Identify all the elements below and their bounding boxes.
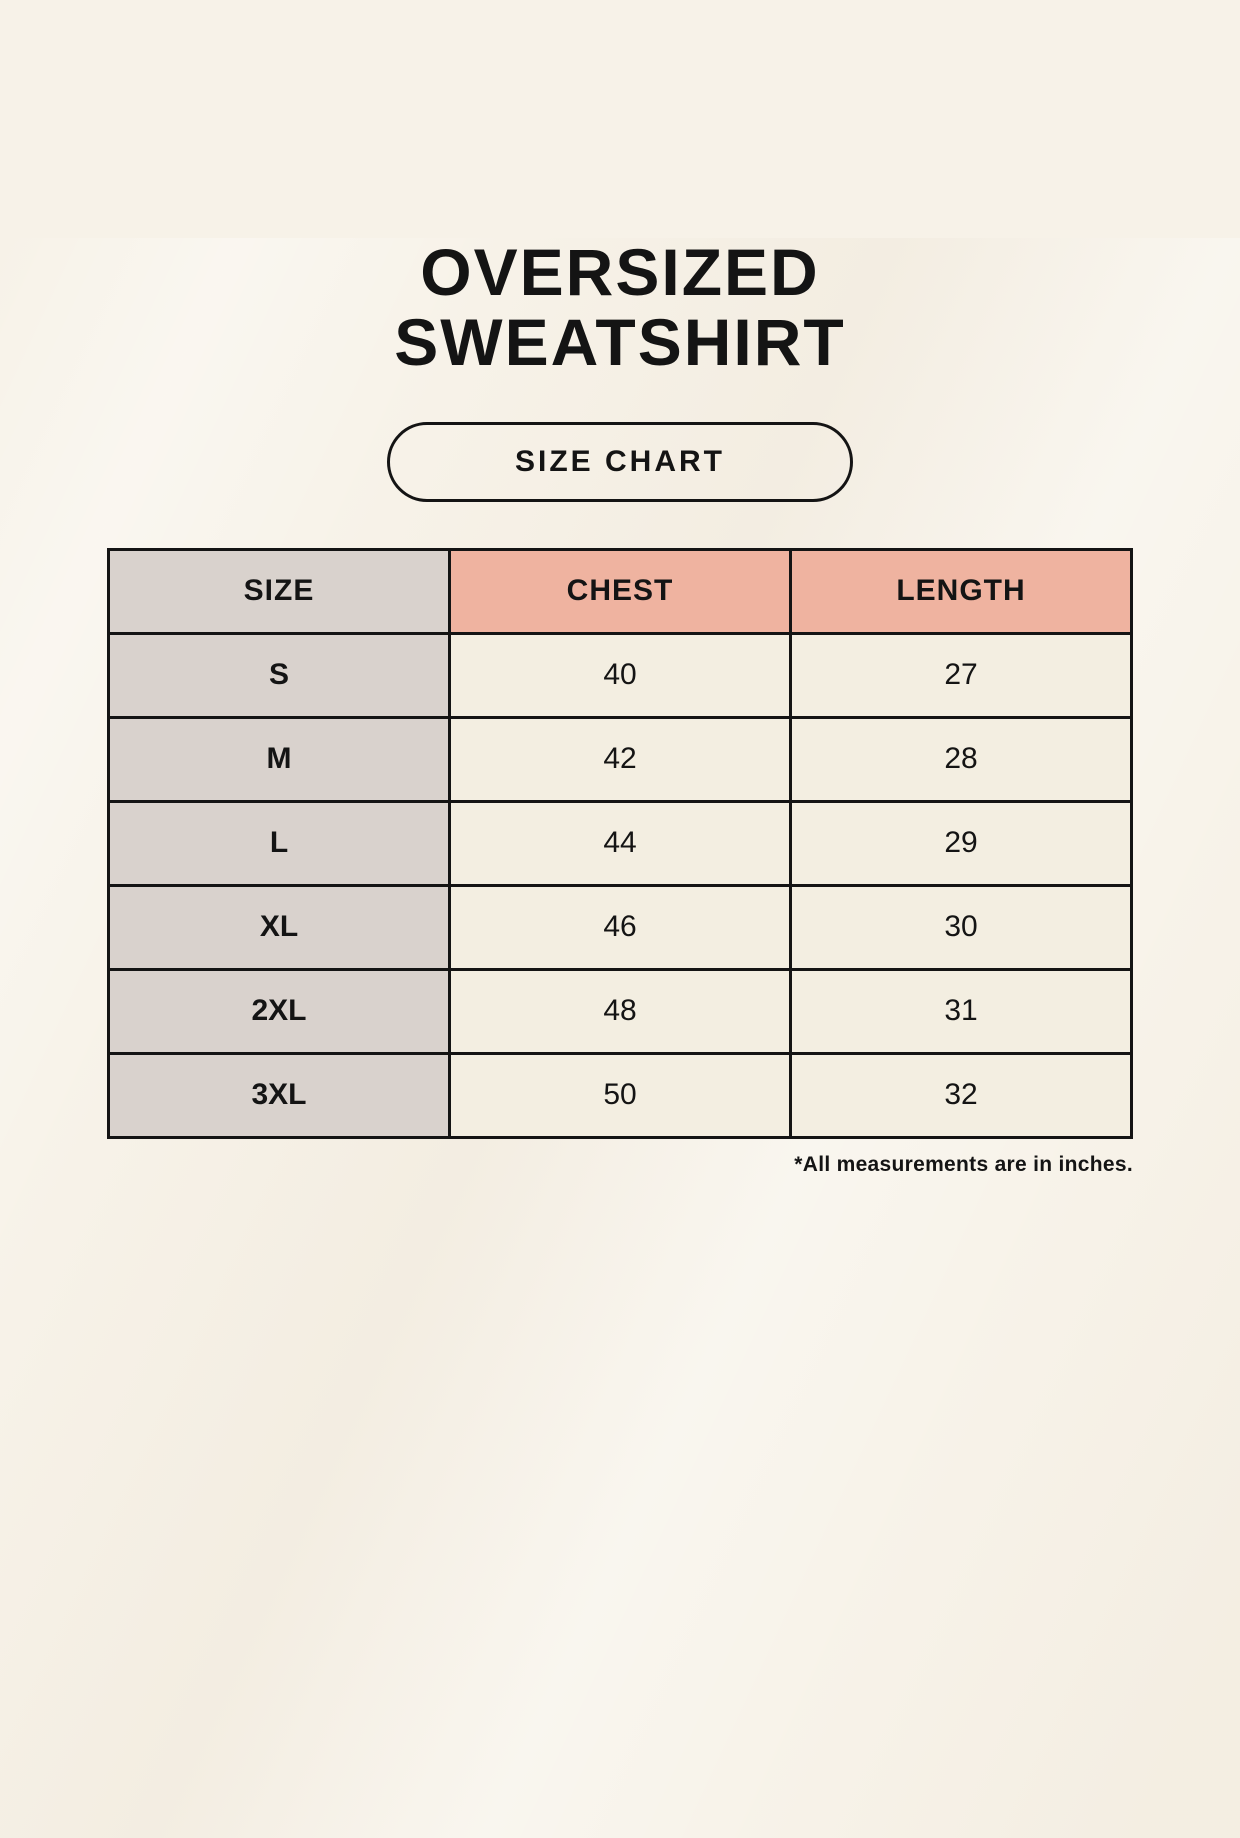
cell-chest: 46 bbox=[448, 883, 792, 971]
size-chart-table: SIZE CHEST LENGTH S 40 27 M 42 28 L bbox=[107, 547, 1133, 1139]
cell-length: 31 bbox=[789, 967, 1133, 1055]
size-chart-button[interactable]: SIZE CHART bbox=[387, 421, 853, 502]
header-chest: CHEST bbox=[448, 547, 792, 635]
cell-size: 3XL bbox=[107, 1051, 451, 1139]
cell-length: 29 bbox=[789, 799, 1133, 887]
measurements-footnote: *All measurements are in inches. bbox=[794, 1152, 1133, 1176]
table-header-row: SIZE CHEST LENGTH bbox=[107, 547, 1133, 635]
table-row: 2XL 48 31 bbox=[107, 967, 1133, 1055]
cell-chest: 40 bbox=[448, 631, 792, 719]
page-title: OVERSIZED SWEATSHIRT bbox=[0, 235, 1240, 379]
cell-length: 27 bbox=[789, 631, 1133, 719]
cell-chest: 44 bbox=[448, 799, 792, 887]
cell-chest: 42 bbox=[448, 715, 792, 803]
cell-size: XL bbox=[107, 883, 451, 971]
title-line-2: SWEATSHIRT bbox=[394, 304, 846, 379]
cell-size: 2XL bbox=[107, 967, 451, 1055]
header-size: SIZE bbox=[107, 547, 451, 635]
cell-length: 32 bbox=[789, 1051, 1133, 1139]
cell-size: L bbox=[107, 799, 451, 887]
cell-size: S bbox=[107, 631, 451, 719]
size-chart-page: OVERSIZED SWEATSHIRT SIZE CHART SIZE CHE… bbox=[0, 235, 1240, 1838]
cell-length: 30 bbox=[789, 883, 1133, 971]
title-line-1: OVERSIZED bbox=[420, 235, 820, 309]
table-row: 3XL 50 32 bbox=[107, 1051, 1133, 1139]
cell-chest: 50 bbox=[448, 1051, 792, 1139]
table-row: S 40 27 bbox=[107, 631, 1133, 719]
page-content: OVERSIZED SWEATSHIRT SIZE CHART SIZE CHE… bbox=[0, 235, 1240, 1177]
table-row: XL 46 30 bbox=[107, 883, 1133, 971]
cell-length: 28 bbox=[789, 715, 1133, 803]
cell-chest: 48 bbox=[448, 967, 792, 1055]
cell-size: M bbox=[107, 715, 451, 803]
table-row: M 42 28 bbox=[107, 715, 1133, 803]
header-length: LENGTH bbox=[789, 547, 1133, 635]
size-chart-button-label: SIZE CHART bbox=[515, 444, 725, 478]
table-row: L 44 29 bbox=[107, 799, 1133, 887]
